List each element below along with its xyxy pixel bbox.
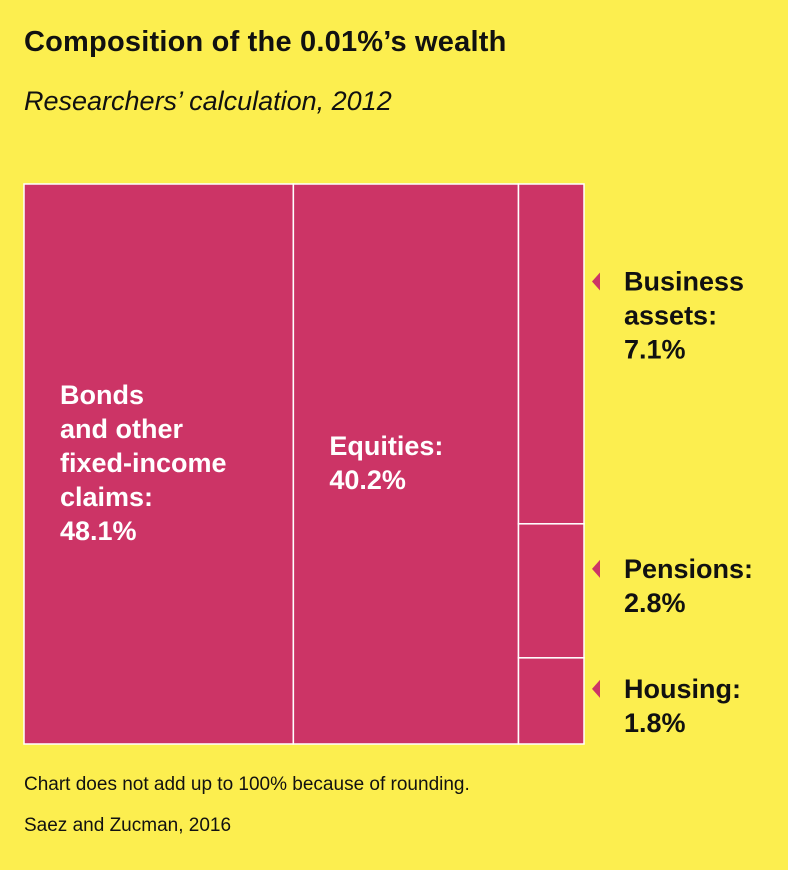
- label-bonds: Bonds and other fixed-income claims: 48.1%: [60, 380, 227, 546]
- label-business-assets: Business assets: 7.1%: [624, 267, 744, 365]
- tile-equities: [292, 183, 520, 745]
- source-credit: Saez and Zucman, 2016: [24, 815, 232, 836]
- label-equities: Equities: 40.2%: [329, 431, 443, 495]
- label-pensions: Pensions: 2.8%: [624, 554, 753, 618]
- pointer-housing: [592, 679, 600, 698]
- tile-pensions: [517, 523, 585, 659]
- pointer-pensions: [592, 559, 600, 578]
- tile-bonds: [23, 183, 295, 745]
- chart-subtitle: Researchers’ calculation, 2012: [24, 86, 392, 116]
- label-housing: Housing: 1.8%: [624, 674, 741, 738]
- chart-title: Composition of the 0.01%’s wealth: [24, 26, 507, 58]
- tile-business-assets: [517, 183, 585, 525]
- rounding-note: Chart does not add up to 100% because of…: [24, 774, 470, 795]
- pointer-business-assets: [592, 272, 600, 291]
- tile-housing: [517, 657, 585, 745]
